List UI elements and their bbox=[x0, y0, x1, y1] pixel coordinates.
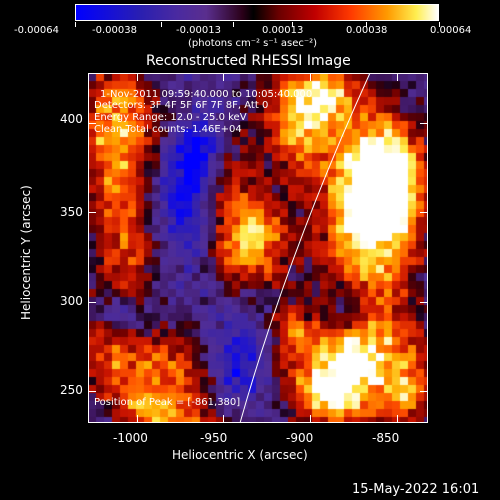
y-tick-label-0: 400 bbox=[60, 112, 83, 126]
annotation-peak-position: Position of Peak = [-861,380] bbox=[94, 397, 241, 408]
plot-title: Reconstructed RHESSI Image bbox=[146, 53, 351, 69]
y-major-tick-left-3 bbox=[88, 390, 96, 392]
x-major-tick-top-2 bbox=[310, 73, 312, 81]
colorbar-tick-1 bbox=[161, 22, 162, 27]
footer-timestamp: 15-May-2022 16:01 bbox=[352, 482, 480, 497]
x-major-tick-top-1 bbox=[223, 73, 225, 81]
limb-overlay bbox=[239, 73, 371, 423]
x-major-tick-bottom-1 bbox=[223, 415, 225, 423]
annotation-detectors: Detectors: 3F 4F 5F 6F 7F 8F, Att 0 bbox=[94, 100, 269, 111]
heatmap-canvas bbox=[88, 73, 428, 423]
x-major-tick-bottom-2 bbox=[310, 415, 312, 423]
colorbar bbox=[75, 4, 439, 21]
colorbar-tick-0 bbox=[75, 22, 76, 27]
y-major-tick-left-1 bbox=[88, 212, 96, 214]
x-tick-label-3: -850 bbox=[372, 431, 400, 445]
annotation-algorithm: Clean Total counts: 1.46E+04 bbox=[94, 124, 242, 135]
y-major-tick-left-2 bbox=[88, 301, 96, 303]
colorbar-tick-label-1: -0.00038 bbox=[92, 25, 137, 36]
annotation-energy-range: Energy Range: 12.0 - 25.0 keV bbox=[94, 112, 247, 123]
x-major-tick-top-3 bbox=[396, 73, 398, 81]
colorbar-tick-4 bbox=[366, 22, 367, 27]
rhessi-image bbox=[88, 73, 428, 423]
colorbar-tick-label-2: -0.00013 bbox=[176, 25, 221, 36]
solar-limb-line bbox=[239, 73, 371, 423]
colorbar-tick-label-4: 0.00038 bbox=[346, 25, 388, 36]
colorbar-tick-2 bbox=[233, 22, 234, 27]
annotation-time-range: 1-Nov-2011 09:59:40.000 to 10:05:40.000 bbox=[100, 89, 313, 100]
colorbar-tick-label-5: 0.00064 bbox=[430, 25, 472, 36]
y-axis-label: Heliocentric Y (arcsec) bbox=[19, 185, 33, 320]
y-major-tick-right-0 bbox=[420, 123, 428, 124]
colorbar-tick-3 bbox=[292, 22, 293, 27]
y-tick-label-3: 250 bbox=[60, 383, 83, 397]
x-axis-label: Heliocentric X (arcsec) bbox=[172, 448, 308, 462]
x-tick-label-1: -950 bbox=[200, 431, 228, 445]
x-major-tick-bottom-3 bbox=[396, 415, 398, 423]
y-major-tick-right-3 bbox=[420, 390, 428, 392]
colorbar-tick-label-0: -0.00064 bbox=[14, 25, 59, 36]
y-major-tick-left-0 bbox=[88, 123, 96, 124]
y-tick-label-2: 300 bbox=[60, 294, 83, 308]
y-tick-label-1: 350 bbox=[60, 205, 83, 219]
x-tick-label-2: -900 bbox=[286, 431, 314, 445]
colorbar-units: (photons cm⁻² s⁻¹ asec⁻²) bbox=[188, 38, 318, 49]
y-major-tick-right-2 bbox=[420, 301, 428, 303]
colorbar-tick-label-3: 0.00013 bbox=[262, 25, 304, 36]
colorbar-tick-5 bbox=[439, 22, 440, 27]
x-major-tick-bottom-0 bbox=[136, 415, 138, 423]
y-major-tick-right-1 bbox=[420, 212, 428, 214]
x-tick-label-0: -1000 bbox=[113, 431, 148, 445]
x-major-tick-top-0 bbox=[136, 73, 138, 81]
